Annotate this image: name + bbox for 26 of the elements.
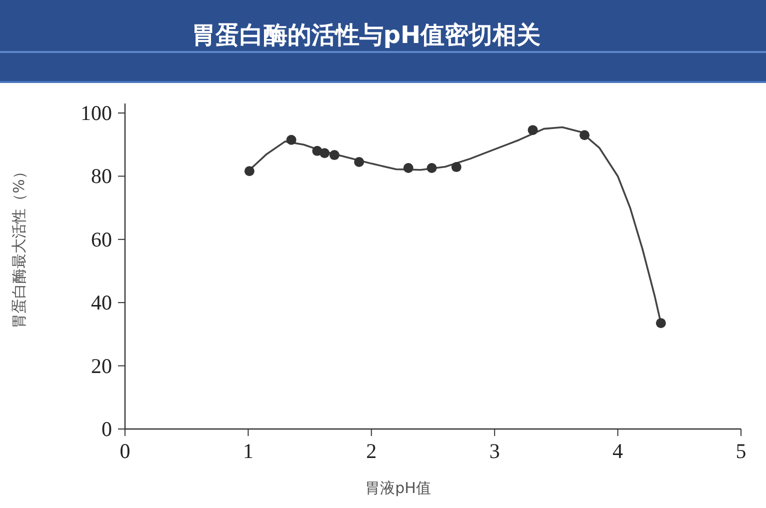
x-tick-label: 3 [489, 439, 500, 463]
x-tick-label: 2 [366, 439, 377, 463]
x-tick-label: 1 [242, 439, 254, 463]
point [580, 130, 590, 140]
y-tick-label: 60 [91, 227, 112, 252]
x-axis-title: 胃液pH值 [365, 479, 431, 497]
y-tick-label: 80 [91, 164, 112, 188]
point [320, 148, 330, 158]
y-tick-label: 0 [102, 417, 112, 441]
point [656, 318, 666, 328]
x-tick-label: 4 [612, 439, 624, 463]
point [329, 150, 340, 160]
point [354, 156, 364, 167]
chart-title: 胃蛋白酶的活性与pH值密切相关 [191, 21, 541, 49]
x-tick-label: 5 [736, 439, 746, 463]
y-axis-title: 胃蛋白酶最大活性（%） [10, 164, 28, 328]
point [403, 162, 414, 173]
y-tick-label: 20 [91, 354, 112, 378]
point [528, 125, 538, 136]
point [244, 166, 254, 176]
y-tick-label: 100 [80, 101, 112, 125]
point [426, 162, 437, 173]
y-tick-label: 40 [91, 290, 112, 315]
x-tick-label: 0 [120, 439, 130, 463]
point [451, 162, 462, 172]
point [286, 134, 296, 145]
